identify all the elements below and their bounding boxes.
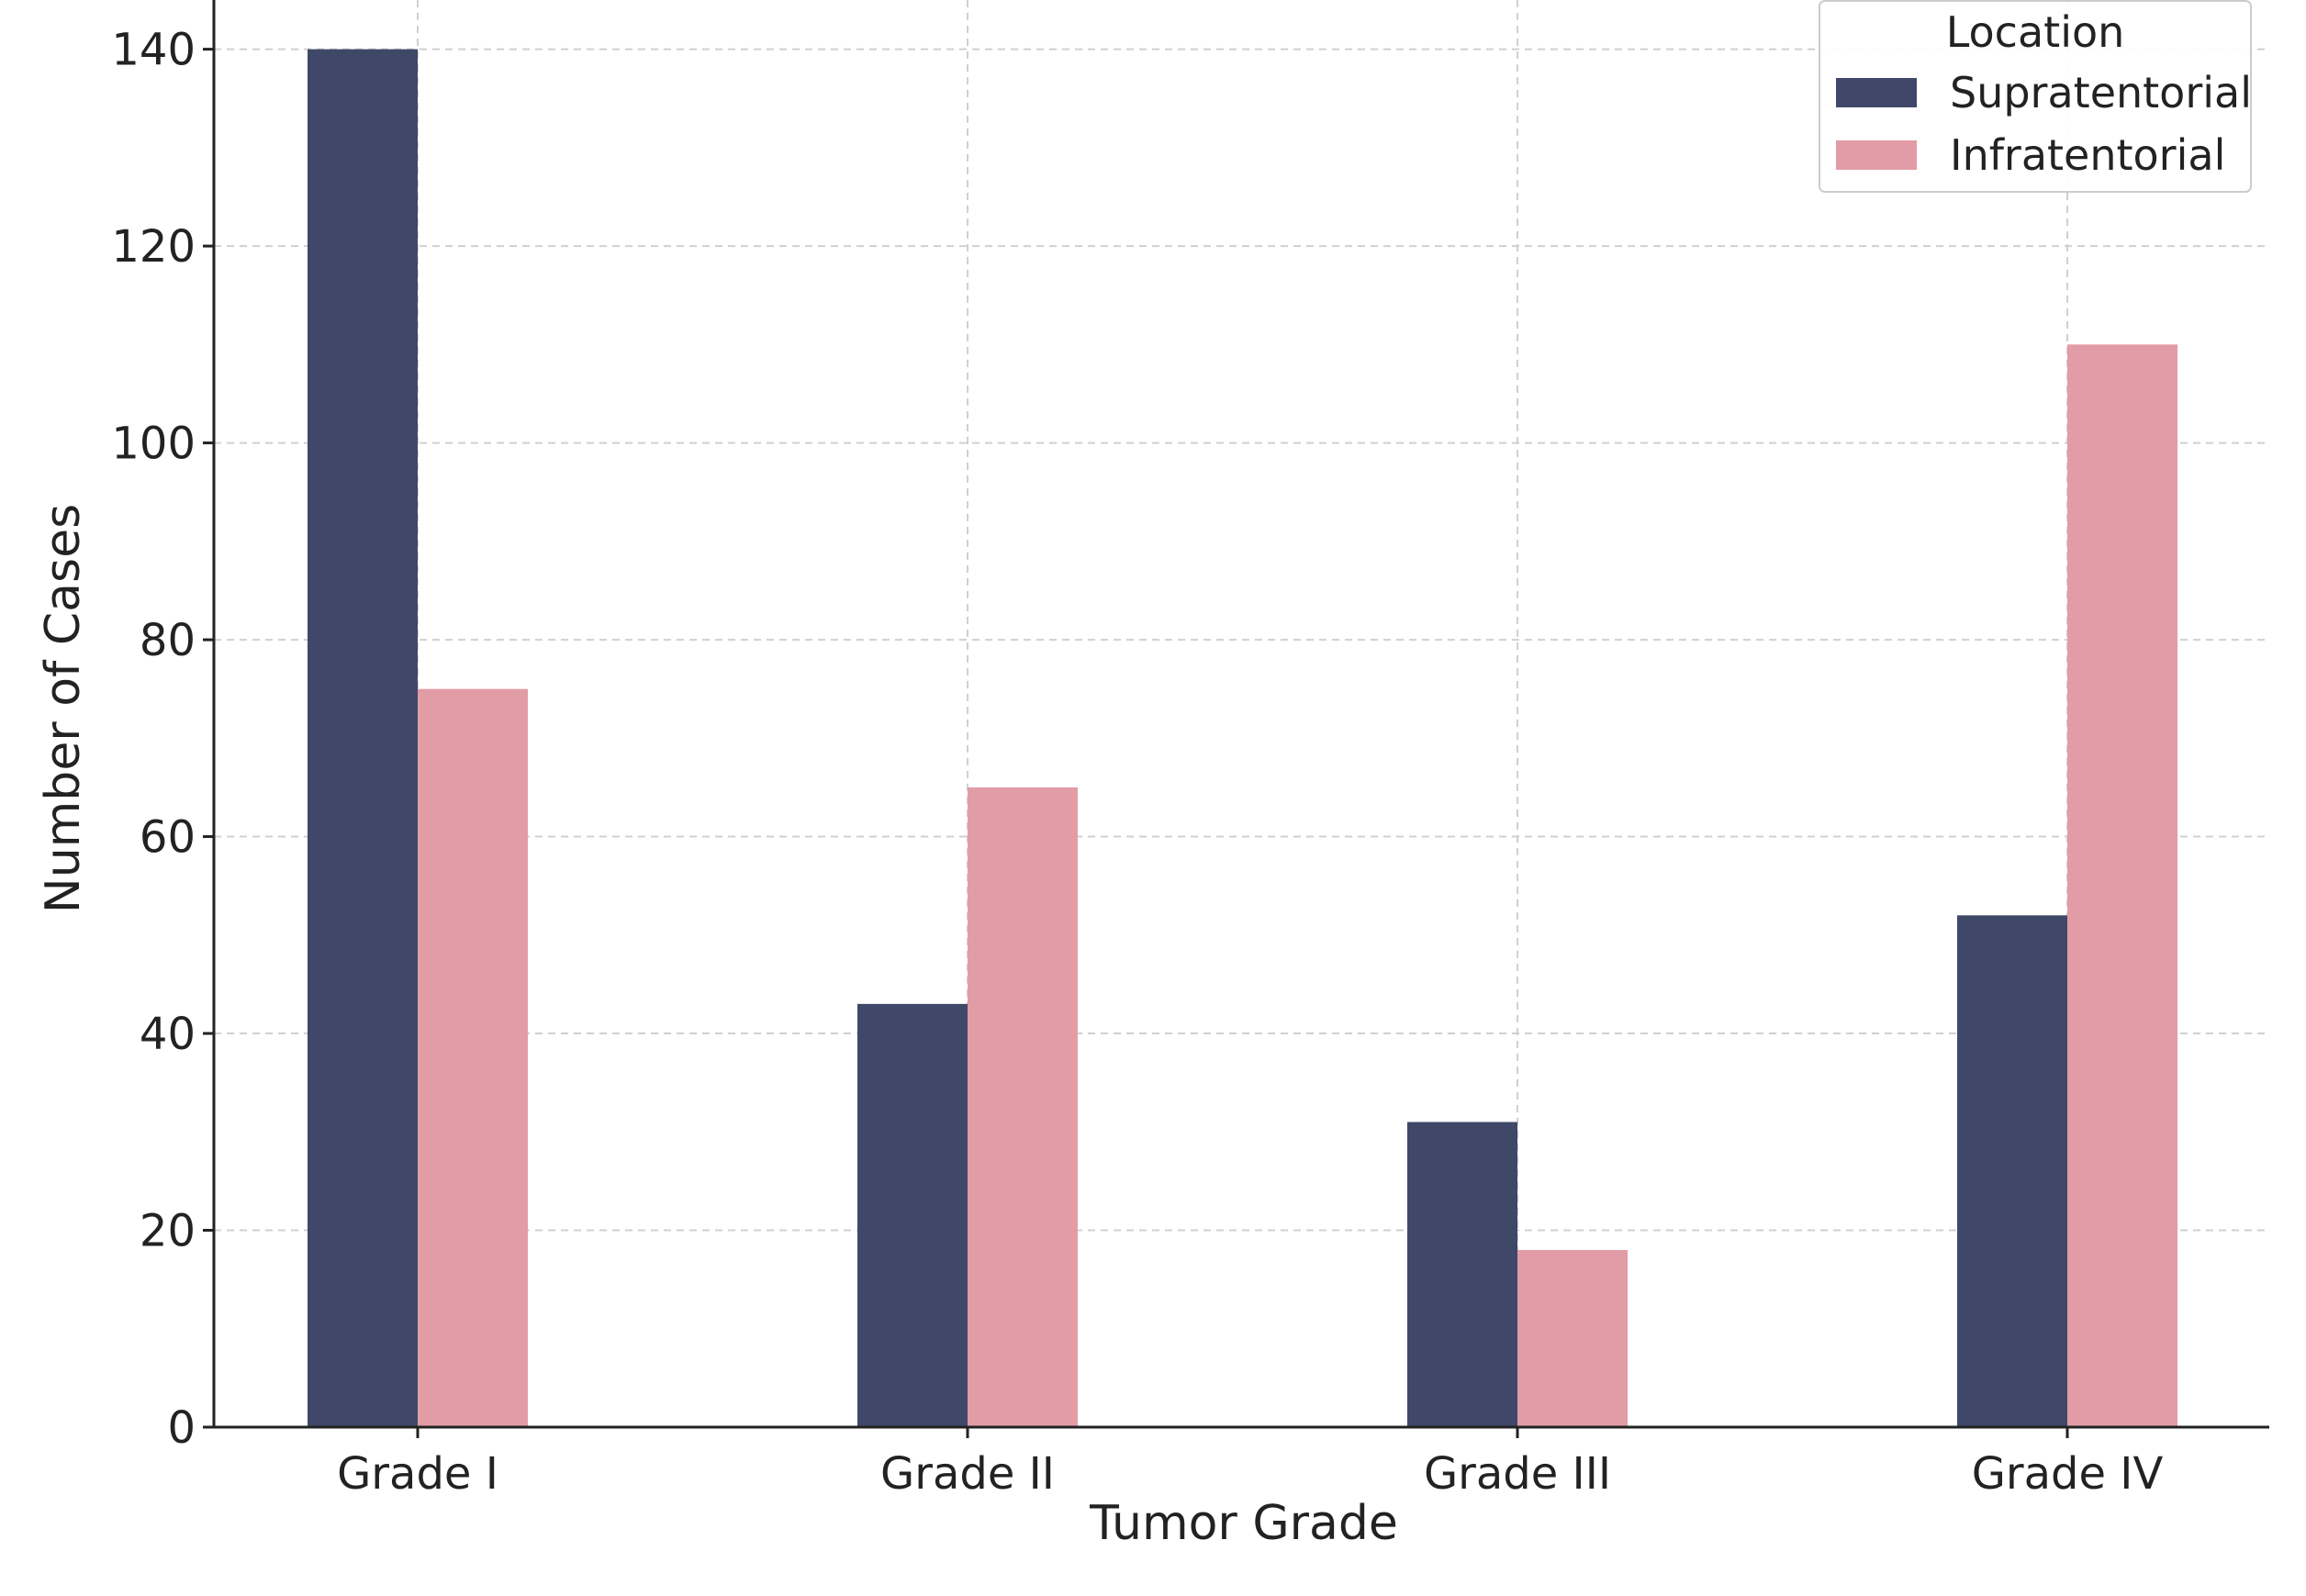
bar-infratentorial-grade-i bbox=[418, 688, 528, 1427]
x-tick-label: Grade III bbox=[1424, 1448, 1611, 1500]
legend-title: Location bbox=[1946, 7, 2125, 57]
x-tick-label: Grade I bbox=[337, 1448, 498, 1500]
legend-label-supratentorial: Supratentorial bbox=[1950, 68, 2252, 117]
bar-supratentorial-grade-iii bbox=[1407, 1122, 1517, 1427]
y-axis-title: Number of Cases bbox=[36, 504, 91, 913]
legend: Location Supratentorial Infratentorial bbox=[1819, 0, 2252, 193]
legend-label-infratentorial: Infratentorial bbox=[1950, 130, 2225, 180]
ticks-layer: 0 20 40 60 80 100 120 140 Grade I Grade II Grade I… bbox=[111, 25, 2163, 1500]
legend-swatch-infratentorial bbox=[1836, 140, 1917, 170]
x-tick-label: Grade IV bbox=[1972, 1448, 2164, 1500]
y-tick-label: 140 bbox=[111, 25, 196, 76]
y-tick-label: 120 bbox=[111, 221, 196, 273]
bar-infratentorial-grade-iii bbox=[1517, 1249, 1628, 1427]
y-tick-label: 0 bbox=[167, 1402, 196, 1454]
x-axis-title: Tumor Grade bbox=[1089, 1496, 1398, 1551]
legend-box bbox=[1819, 0, 2252, 193]
bar-infratentorial-grade-ii bbox=[968, 787, 1078, 1427]
bar-supratentorial-grade-i bbox=[308, 49, 418, 1427]
bars-layer bbox=[308, 49, 2177, 1427]
y-tick-label: 60 bbox=[140, 812, 196, 864]
legend-swatch-supratentorial bbox=[1836, 78, 1917, 107]
bar-supratentorial-grade-iv bbox=[1957, 915, 2067, 1427]
bar-infratentorial-grade-iv bbox=[2067, 344, 2177, 1427]
x-tick-label: Grade II bbox=[880, 1448, 1055, 1500]
y-tick-label: 80 bbox=[140, 615, 196, 666]
legend-items: Supratentorial Infratentorial bbox=[1836, 68, 2252, 180]
y-tick-label: 20 bbox=[140, 1206, 196, 1257]
y-tick-label: 40 bbox=[140, 1009, 196, 1060]
y-tick-label: 100 bbox=[111, 419, 196, 470]
axes-layer bbox=[212, 0, 2269, 1429]
bar-supratentorial-grade-ii bbox=[857, 1003, 968, 1427]
